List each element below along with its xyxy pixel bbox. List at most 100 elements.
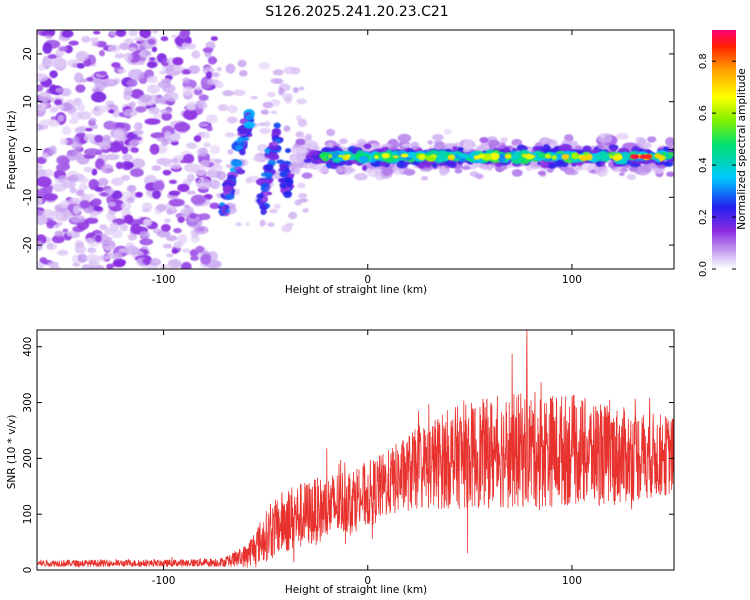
heatmap-cell	[616, 132, 629, 140]
heatmap-cell	[190, 194, 206, 205]
heatmap-cell	[42, 193, 58, 201]
heatmap-cell	[285, 148, 291, 154]
heatmap-cell	[209, 179, 221, 190]
heatmap-cell	[169, 163, 182, 170]
snr-y-tick-label: 300	[22, 393, 34, 413]
heatmap-cell	[172, 57, 184, 66]
colorbar-tick-label: 0.8	[698, 53, 709, 69]
heatmap-cell	[41, 152, 50, 160]
heatmap-cell	[97, 177, 109, 187]
heatmap-cell	[483, 153, 492, 161]
snr-y-tick-label: 400	[22, 337, 34, 357]
heatmap-cell	[148, 106, 160, 115]
heatmap-cell	[120, 202, 132, 211]
heatmap-cell	[626, 173, 637, 181]
heatmap-cell	[37, 73, 49, 82]
heatmap-cell	[89, 117, 97, 125]
heatmap-cell	[227, 149, 234, 155]
heatmap-cell	[37, 123, 43, 131]
heatmap-cell	[37, 240, 44, 249]
heatmap-cell	[132, 129, 144, 136]
heatmap-cell	[628, 166, 639, 172]
heatmap-cell	[38, 63, 46, 71]
heatmap-cell	[111, 190, 123, 200]
heatmap-cell	[284, 96, 292, 104]
heatmap-cell	[339, 138, 348, 145]
heatmap-cell	[87, 247, 97, 254]
heatmap-cell	[182, 86, 194, 96]
heatmap-cell	[127, 233, 137, 241]
heatmap-cell	[279, 170, 289, 178]
heatmap-cell	[156, 203, 167, 212]
heatmap-cell	[269, 208, 278, 214]
heatmap-cell	[452, 146, 458, 152]
heatmap-cell	[152, 190, 161, 200]
heatmap-cell	[273, 203, 281, 210]
heatmap-cell	[225, 164, 234, 169]
heatmap-cell	[55, 87, 64, 93]
heatmap-cell	[68, 40, 79, 46]
heatmap-cell	[95, 234, 102, 243]
snr-panel: -100 0 100 0 100 200 300 400 Height of straight…	[6, 329, 675, 596]
heatmap-cell	[111, 62, 121, 68]
heatmap-cell	[85, 254, 100, 263]
heatmap-cell	[498, 153, 506, 163]
spectrogram-x-tick-label: 100	[562, 274, 582, 286]
heatmap-cell	[454, 168, 463, 174]
heatmap-cell	[161, 112, 173, 121]
heatmap-cell	[354, 173, 368, 181]
heatmap-cell	[346, 154, 351, 158]
heatmap-cell	[397, 133, 412, 143]
heatmap-cell	[171, 34, 178, 39]
heatmap-cell	[298, 86, 305, 91]
snr-x-tick-label: 0	[364, 575, 371, 587]
heatmap-cell	[168, 179, 178, 184]
heatmap-cell	[278, 87, 285, 96]
snr-axes: -100 0 100 0 100 200 300 400	[22, 330, 674, 587]
heatmap-cell	[403, 168, 416, 176]
heatmap-cell	[446, 161, 457, 167]
heatmap-cell	[216, 170, 227, 181]
heatmap-cell	[431, 134, 444, 141]
heatmap-cell	[293, 167, 301, 175]
heatmap-cell	[250, 96, 258, 100]
heatmap-cell	[635, 136, 644, 144]
heatmap-cell	[182, 77, 190, 84]
heatmap-cell	[291, 148, 307, 155]
heatmap-cell	[103, 120, 116, 130]
heatmap-cell	[139, 238, 154, 246]
heatmap-cell	[205, 71, 213, 79]
heatmap-cell	[296, 98, 307, 105]
figure-title: S126.2025.241.20.23.C21	[265, 4, 448, 20]
heatmap-cell	[586, 153, 593, 161]
heatmap-cell	[114, 53, 125, 59]
heatmap-cell	[59, 102, 73, 112]
heatmap-cell	[267, 222, 275, 227]
heatmap-cell	[141, 208, 151, 213]
heatmap-cell	[174, 122, 191, 132]
colorbar-gradient	[712, 30, 736, 269]
heatmap-cell	[194, 225, 209, 235]
colorbar-ticks: 0.0 0.2 0.4 0.6 0.8	[698, 53, 736, 277]
heatmap-cell	[162, 84, 176, 93]
heatmap-cell	[457, 147, 464, 152]
heatmap-cell	[206, 125, 213, 132]
heatmap-cell	[609, 154, 613, 159]
heatmap-cell	[128, 101, 136, 108]
heatmap-cell	[66, 150, 79, 161]
heatmap-cell	[215, 81, 224, 89]
heatmap-cell	[427, 140, 434, 145]
heatmap-cell	[135, 191, 143, 198]
heatmap-cell	[211, 72, 220, 78]
heatmap-cell	[219, 202, 226, 207]
heatmap-cell	[40, 30, 53, 37]
heatmap-cell	[56, 155, 70, 166]
heatmap-cell	[200, 131, 210, 139]
heatmap-cell	[186, 173, 195, 182]
heatmap-cell	[126, 196, 135, 204]
heatmap-cell	[239, 70, 248, 77]
snr-frame	[36, 329, 675, 571]
heatmap-cell	[663, 162, 670, 166]
heatmap-cell	[615, 165, 622, 171]
heatmap-cell	[49, 70, 58, 79]
